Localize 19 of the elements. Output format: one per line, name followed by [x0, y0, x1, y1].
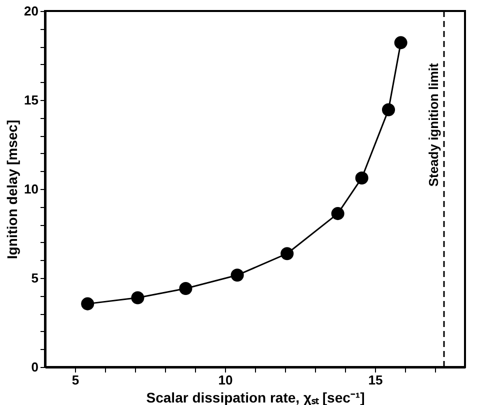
point — [179, 282, 192, 296]
y-tick-label: 10 — [24, 182, 38, 196]
point — [280, 247, 294, 260]
x-tick-label: 5 — [72, 372, 80, 388]
y-tick-label: 20 — [24, 4, 38, 18]
y-tick-label: 15 — [24, 92, 38, 108]
y-tick-label: 5 — [31, 270, 38, 286]
point — [382, 103, 396, 116]
y-axis-title: Ignition delay [msec] — [4, 120, 20, 260]
point — [394, 36, 408, 50]
point — [331, 207, 344, 220]
point — [230, 268, 244, 282]
x-tick-label: 15 — [368, 372, 383, 388]
x-tick-label: 10 — [218, 372, 233, 388]
y-tick-label: 0 — [31, 360, 38, 374]
point — [81, 297, 94, 310]
point — [355, 171, 368, 184]
point — [131, 291, 144, 304]
ref-line-label: Steady ignition limit — [426, 62, 441, 187]
